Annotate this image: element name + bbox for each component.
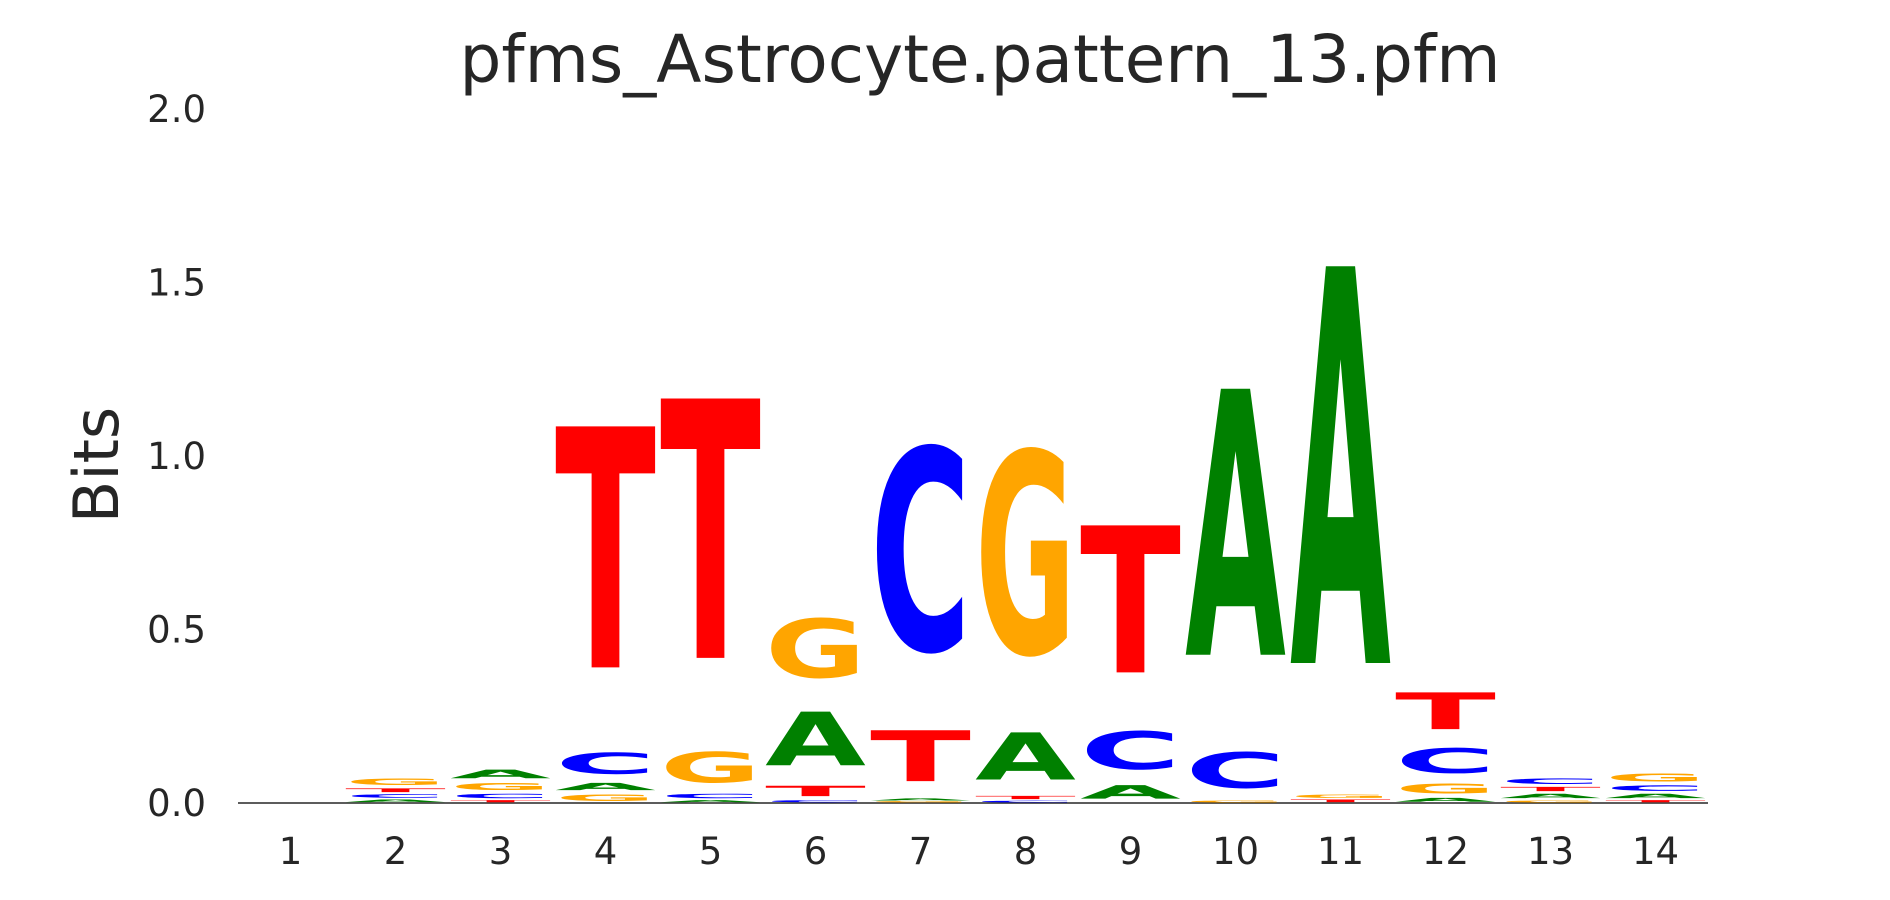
x-tick-label: 1 <box>279 830 303 873</box>
letter-A: A <box>345 799 446 803</box>
y-tick-label: 0.5 <box>147 609 206 652</box>
letter-C: C <box>1605 784 1706 793</box>
letter-T: T <box>450 800 551 803</box>
letter-T: T <box>765 783 866 800</box>
letter-G: G <box>765 604 866 697</box>
x-tick-label: 12 <box>1422 830 1469 873</box>
letter-G: G <box>975 395 1076 718</box>
letter-T: T <box>345 787 446 793</box>
letter-C: C <box>1500 777 1601 786</box>
x-tick-label: 5 <box>699 830 723 873</box>
letter-T: T <box>975 795 1076 800</box>
letter-T: T <box>1290 799 1391 803</box>
x-tick-label: 14 <box>1632 830 1679 873</box>
letter-C: C <box>450 793 551 800</box>
letter-T: T <box>1080 485 1181 720</box>
chart-title: pfms_Astrocyte.pattern_13.pfm <box>460 21 1501 98</box>
letter-A: A <box>1290 160 1392 793</box>
letter-C: C <box>1080 722 1181 782</box>
y-tick-label: 0.0 <box>147 782 206 825</box>
letter-A: A <box>1080 782 1181 803</box>
letter-G: G <box>555 793 656 803</box>
letter-A: A <box>1500 793 1601 800</box>
letter-A: A <box>1185 316 1287 741</box>
letter-G: G <box>1395 781 1496 797</box>
letter-G: G <box>450 781 551 792</box>
letter-G: G <box>1185 800 1286 803</box>
letter-A: A <box>765 697 866 783</box>
letter-C: C <box>1185 743 1286 800</box>
letter-G: G <box>345 777 446 787</box>
letter-C: C <box>660 793 761 800</box>
letter-A: A <box>975 720 1076 795</box>
stack-position-11: TGA <box>1290 160 1392 803</box>
y-tick-label: 1.5 <box>147 262 206 305</box>
letter-A: A <box>1395 797 1496 803</box>
x-tick-label: 11 <box>1317 830 1364 873</box>
letter-stacks: ACTGTCGAGACTACGTCTAGGATCCTAGACTGCATGAAGC… <box>345 160 1706 803</box>
letter-A: A <box>450 767 551 781</box>
letter-T: T <box>1500 786 1601 793</box>
letter-T: T <box>1605 800 1706 803</box>
y-tick-label: 1.0 <box>147 435 206 478</box>
letter-T: T <box>1395 683 1496 741</box>
x-tick-label: 9 <box>1119 830 1143 873</box>
letter-C: C <box>1395 741 1496 781</box>
letter-C: C <box>765 800 866 803</box>
x-tick-label: 7 <box>909 830 933 873</box>
letter-A: A <box>1605 793 1706 800</box>
letter-T: T <box>660 329 762 743</box>
x-tick-label: 3 <box>489 830 513 873</box>
letter-C: C <box>975 800 1076 803</box>
stack-position-9: ACT <box>1080 485 1181 803</box>
x-tick-label: 6 <box>804 830 828 873</box>
letter-G: G <box>660 743 761 792</box>
letter-G: G <box>1500 800 1601 803</box>
x-tick-label: 4 <box>594 830 618 873</box>
letter-C: C <box>345 793 446 799</box>
x-tick-label: 13 <box>1527 830 1574 873</box>
letter-A: A <box>660 800 761 803</box>
x-axis-ticks: 1 2 3 4 5 6 7 8 9 10 11 12 13 14 <box>279 830 1679 873</box>
letter-G: G <box>1605 772 1706 784</box>
letter-A: A <box>555 781 657 793</box>
y-axis-ticks: 0.0 0.5 1.0 1.5 2.0 <box>147 88 206 825</box>
x-tick-label: 2 <box>384 830 408 873</box>
letter-C: C <box>555 747 656 781</box>
y-axis-label: Bits <box>60 407 133 523</box>
letter-C: C <box>870 392 971 715</box>
y-tick-label: 2.0 <box>147 88 206 131</box>
letter-A: A <box>870 798 971 801</box>
letter-G: G <box>870 801 971 803</box>
letter-T: T <box>555 361 657 746</box>
x-tick-label: 10 <box>1212 830 1259 873</box>
stack-position-10: GCA <box>1185 316 1287 803</box>
letter-G: G <box>1290 794 1391 799</box>
x-tick-label: 8 <box>1014 830 1038 873</box>
letter-T: T <box>870 717 971 798</box>
